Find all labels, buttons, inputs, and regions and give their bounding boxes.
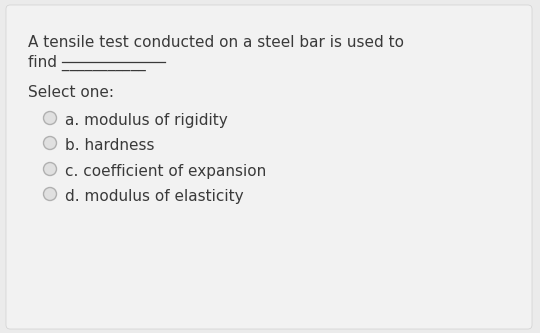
Circle shape	[44, 163, 57, 175]
Text: b. hardness: b. hardness	[65, 138, 154, 153]
Text: find ___________: find ___________	[28, 55, 146, 71]
Text: A tensile test conducted on a steel bar is used to: A tensile test conducted on a steel bar …	[28, 35, 404, 50]
Circle shape	[44, 112, 57, 125]
Text: c. coefficient of expansion: c. coefficient of expansion	[65, 164, 266, 179]
Text: a. modulus of rigidity: a. modulus of rigidity	[65, 113, 228, 128]
Text: d. modulus of elasticity: d. modulus of elasticity	[65, 189, 244, 204]
Circle shape	[44, 137, 57, 150]
FancyBboxPatch shape	[6, 5, 532, 329]
Text: Select one:: Select one:	[28, 85, 114, 100]
Circle shape	[44, 187, 57, 200]
